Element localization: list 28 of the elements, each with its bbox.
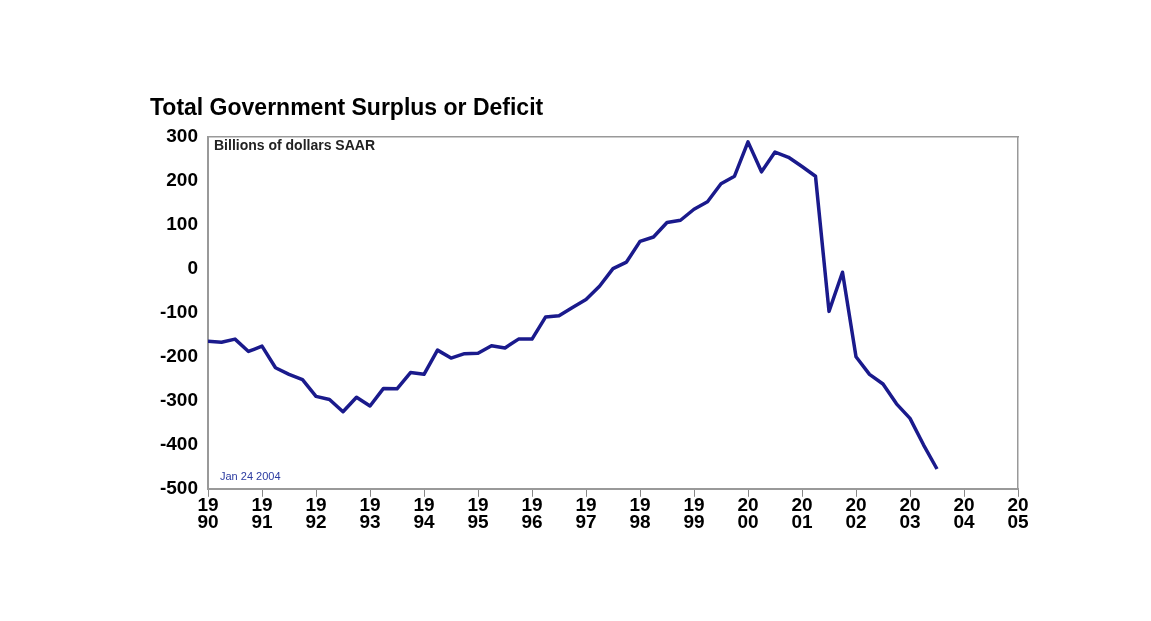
x-tick-label: 20 01 xyxy=(791,493,813,532)
x-tick-label: 19 98 xyxy=(629,493,651,532)
x-tick-label: 19 95 xyxy=(467,493,489,532)
x-tick-label: 19 92 xyxy=(305,493,327,532)
y-tick-label: -300 xyxy=(159,388,198,410)
x-tick-label: 20 04 xyxy=(953,493,975,532)
chart-subtitle: Billions of dollars SAAR xyxy=(214,137,376,154)
y-tick-label: -200 xyxy=(159,344,198,366)
x-tick-label: 19 90 xyxy=(197,493,219,532)
x-tick-label: 20 00 xyxy=(737,493,759,532)
x-tick-label: 19 99 xyxy=(683,493,705,532)
y-tick-label: 100 xyxy=(166,212,198,234)
x-tick-label: 19 94 xyxy=(413,493,435,532)
x-tick-label: 20 03 xyxy=(899,493,921,532)
x-tick-label: 19 97 xyxy=(575,493,597,532)
x-tick-label: 20 05 xyxy=(1007,493,1029,532)
x-tick-label: 19 93 xyxy=(359,493,381,532)
y-tick-label: 300 xyxy=(166,124,198,146)
y-tick-label: -100 xyxy=(159,300,198,322)
x-tick-label: 19 91 xyxy=(251,493,273,532)
y-tick-label: -400 xyxy=(159,433,198,455)
y-tick-label: -500 xyxy=(159,477,198,499)
y-tick-label: 0 xyxy=(187,256,198,278)
annotation: Jan 24 2004 xyxy=(220,470,281,483)
y-tick-label: 200 xyxy=(166,168,198,190)
x-tick-label: 20 02 xyxy=(845,493,867,532)
chart-title: Total Government Surplus or Deficit xyxy=(150,94,544,121)
x-tick-label: 19 96 xyxy=(521,493,543,532)
